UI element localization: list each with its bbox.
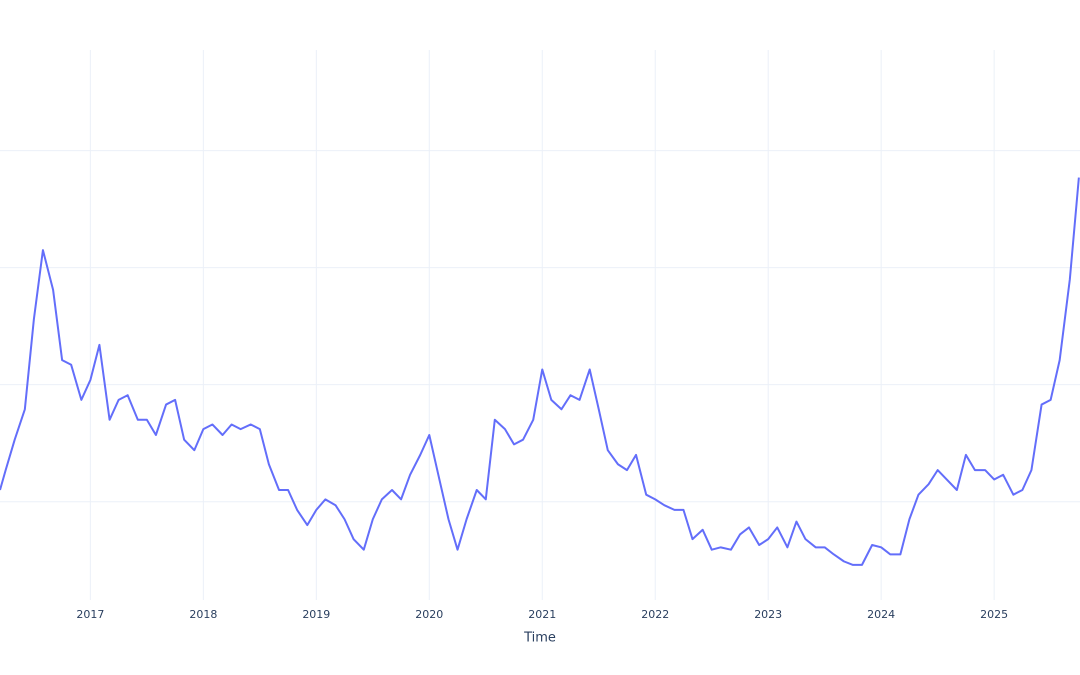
x-tick-label: 2018	[189, 608, 217, 621]
x-tick-label: 2017	[76, 608, 104, 621]
x-tick-label: 2024	[867, 608, 895, 621]
x-tick-label: 2023	[754, 608, 782, 621]
x-tick-label: 2019	[302, 608, 330, 621]
x-tick-label: 2020	[415, 608, 443, 621]
x-axis-title: Time	[523, 631, 556, 646]
line-series	[0, 177, 1080, 566]
x-tick-label: 2022	[641, 608, 669, 621]
x-tick-label: 2021	[528, 608, 556, 621]
x-tick-label: 2025	[980, 608, 1008, 621]
